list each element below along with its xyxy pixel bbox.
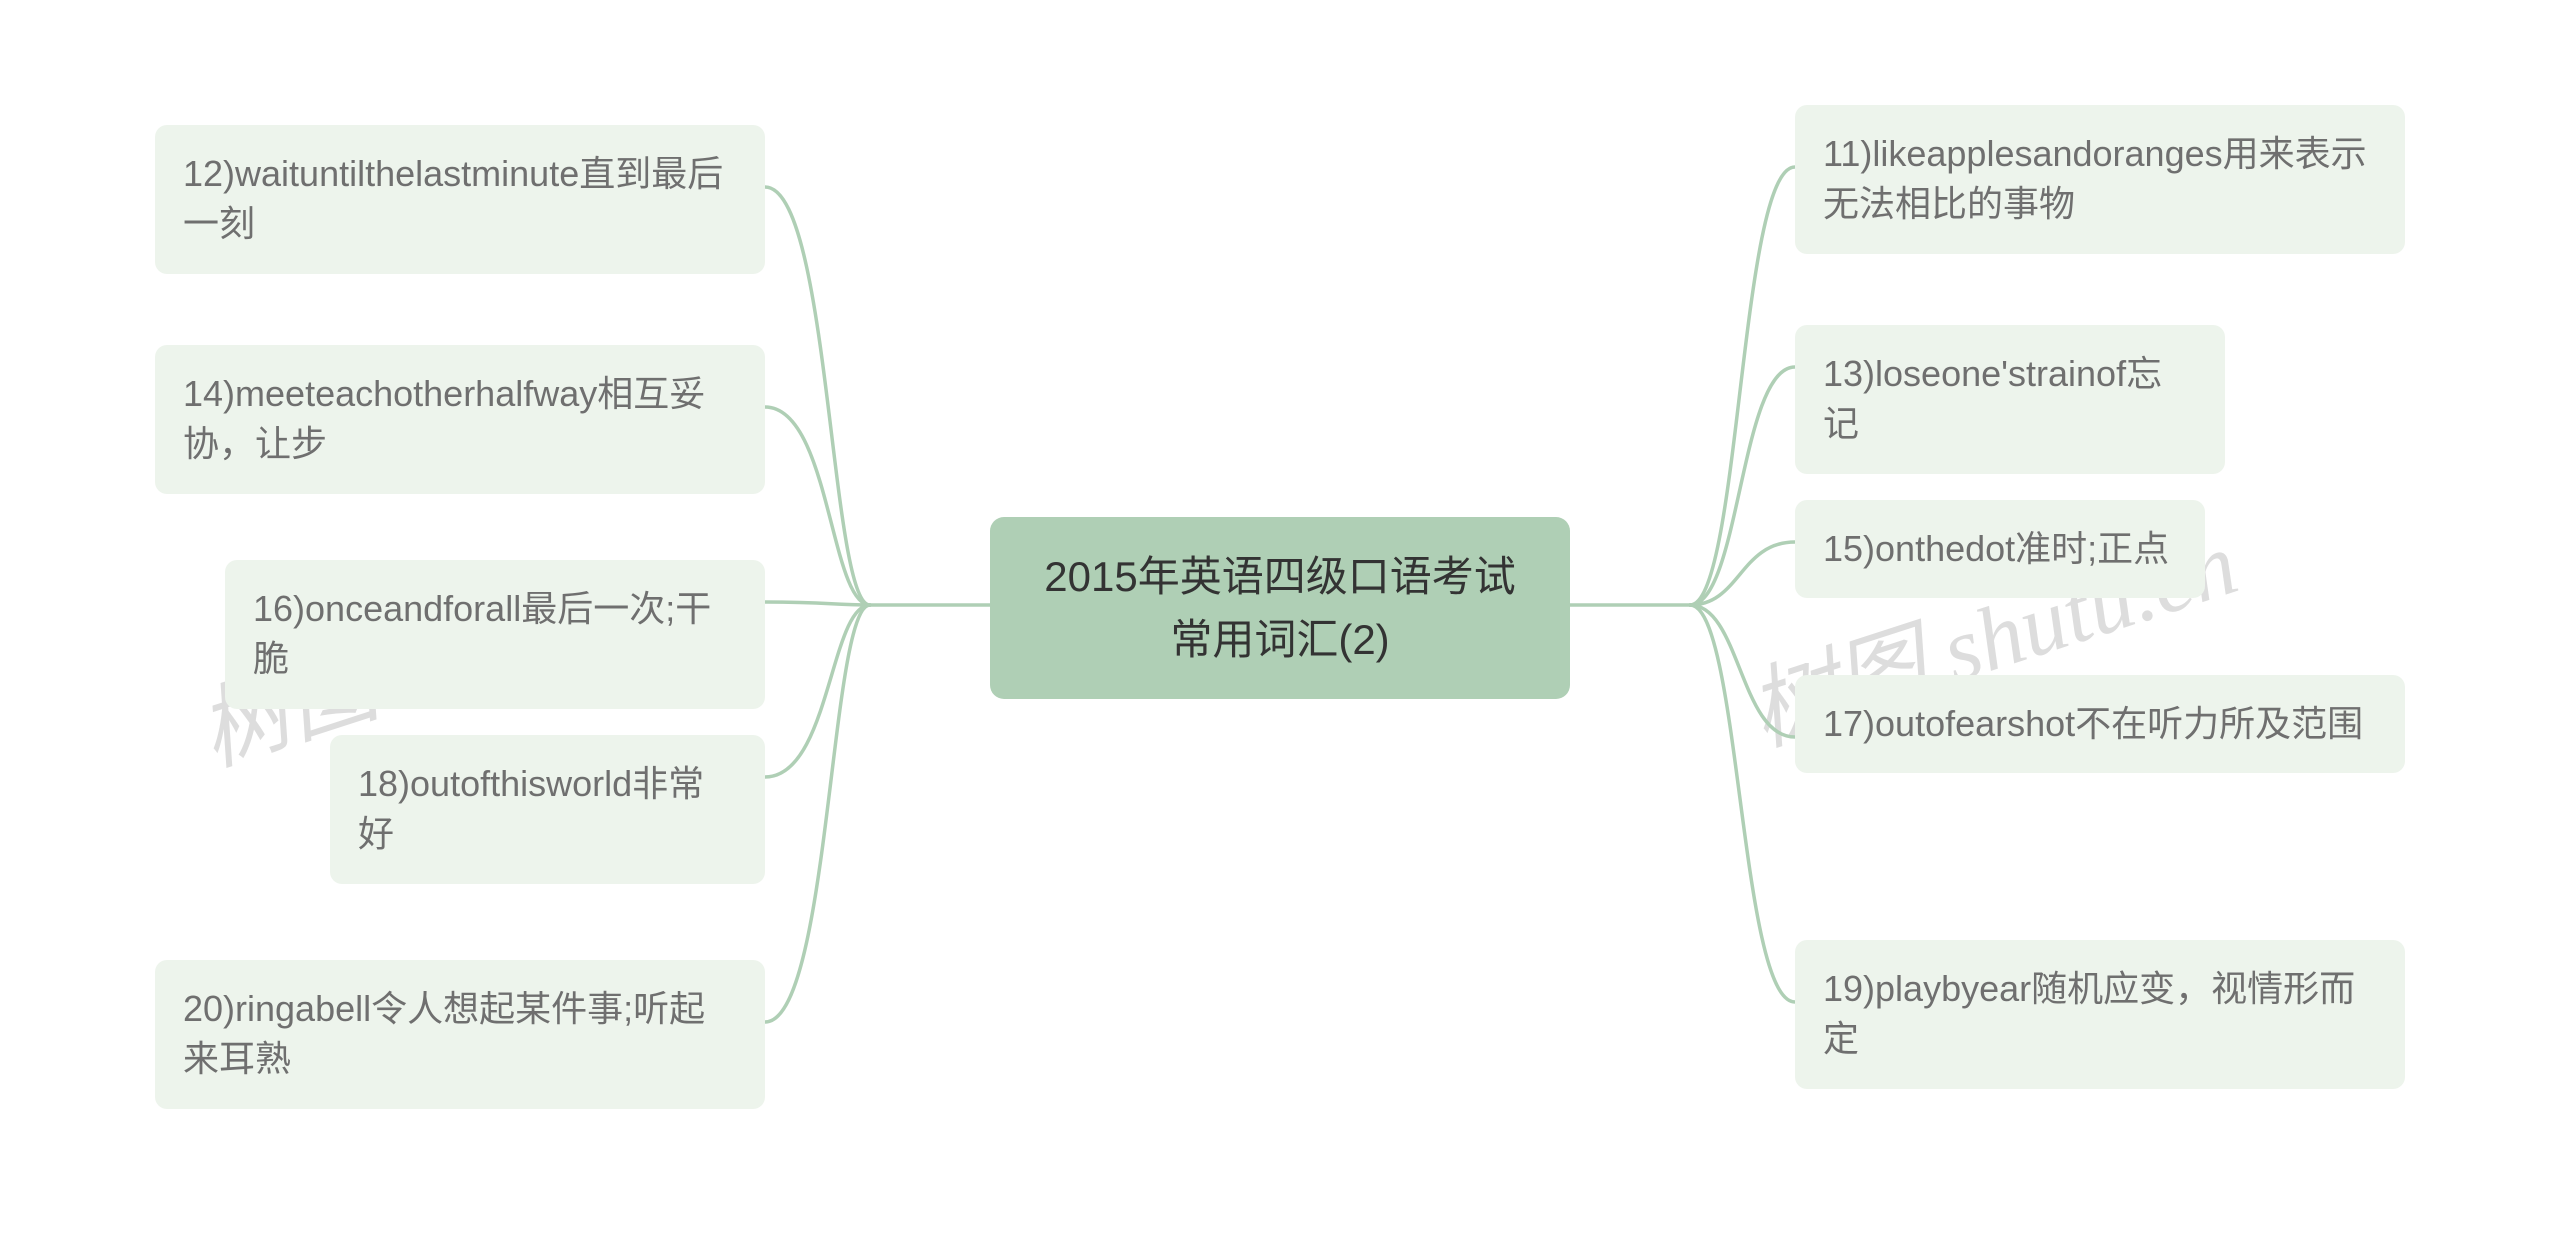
left-node-14: 14)meeteachotherhalfway相互妥协，让步 [155, 345, 765, 494]
left-node-12: 12)waituntilthelastminute直到最后一刻 [155, 125, 765, 274]
node-text: 19)playbyear随机应变，视情形而定 [1823, 968, 2355, 1059]
node-text: 15)onthedot准时;正点 [1823, 528, 2169, 569]
right-node-19: 19)playbyear随机应变，视情形而定 [1795, 940, 2405, 1089]
node-text: 17)outofearshot不在听力所及范围 [1823, 703, 2363, 744]
node-text: 18)outofthisworld非常好 [358, 763, 704, 854]
right-node-15: 15)onthedot准时;正点 [1795, 500, 2205, 598]
node-text: 20)ringabell令人想起某件事;听起来耳熟 [183, 988, 705, 1079]
left-node-16: 16)onceandforall最后一次;干脆 [225, 560, 765, 709]
left-node-18: 18)outofthisworld非常好 [330, 735, 765, 884]
mindmap-canvas: 树图 shutu.cn 树图 shutu.cn 2015年英语四级口语考试常用词… [0, 0, 2560, 1247]
node-text: 11)likeapplesandoranges用来表示无法相比的事物 [1823, 133, 2367, 224]
node-text: 16)onceandforall最后一次;干脆 [253, 588, 711, 679]
right-node-17: 17)outofearshot不在听力所及范围 [1795, 675, 2405, 773]
left-node-20: 20)ringabell令人想起某件事;听起来耳熟 [155, 960, 765, 1109]
center-topic: 2015年英语四级口语考试常用词汇(2) [990, 517, 1570, 699]
right-node-11: 11)likeapplesandoranges用来表示无法相比的事物 [1795, 105, 2405, 254]
right-node-13: 13)loseone'strainof忘记 [1795, 325, 2225, 474]
center-topic-text: 2015年英语四级口语考试常用词汇(2) [1044, 553, 1515, 663]
node-text: 14)meeteachotherhalfway相互妥协，让步 [183, 373, 705, 464]
node-text: 12)waituntilthelastminute直到最后一刻 [183, 153, 723, 244]
node-text: 13)loseone'strainof忘记 [1823, 353, 2162, 444]
